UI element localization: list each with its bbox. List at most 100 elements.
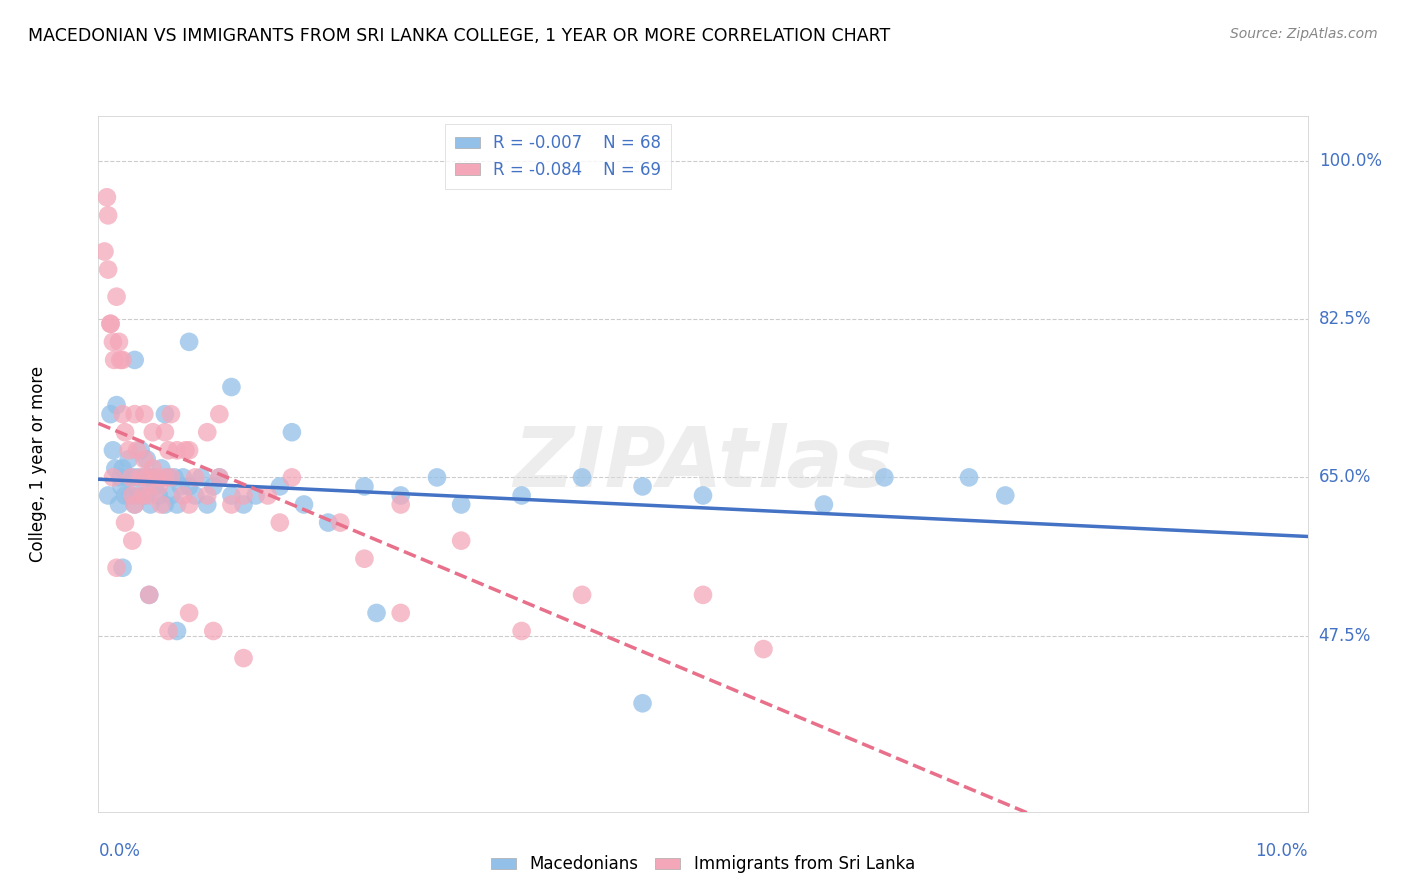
Point: [145, 470, 167, 484]
Point: [692, 488, 714, 502]
Point: [108, 334, 131, 349]
Text: 0.0%: 0.0%: [98, 842, 141, 860]
Point: [510, 488, 533, 502]
Point: [101, 470, 124, 484]
Point: [450, 533, 472, 548]
Point: [121, 533, 143, 548]
Point: [110, 479, 132, 493]
Point: [121, 470, 143, 484]
Point: [118, 443, 141, 458]
Point: [166, 624, 188, 638]
Point: [208, 470, 231, 484]
Point: [166, 443, 188, 458]
Point: [111, 461, 134, 475]
Point: [105, 398, 128, 412]
Point: [366, 606, 388, 620]
Point: [118, 452, 141, 467]
Point: [281, 470, 304, 484]
Point: [269, 516, 291, 530]
Point: [124, 407, 146, 421]
Point: [120, 470, 142, 484]
Point: [190, 470, 212, 484]
Point: [111, 560, 134, 574]
Text: 10.0%: 10.0%: [1256, 842, 1308, 860]
Point: [202, 479, 225, 493]
Point: [139, 498, 162, 512]
Point: [97, 262, 120, 277]
Point: [108, 353, 131, 368]
Point: [101, 443, 124, 458]
Point: [510, 624, 533, 638]
Point: [208, 407, 231, 421]
Point: [166, 498, 188, 512]
Point: [105, 290, 128, 304]
Point: [316, 516, 339, 530]
Point: [100, 317, 122, 331]
Point: [138, 588, 160, 602]
Point: [256, 488, 278, 502]
Point: [195, 425, 218, 440]
Point: [142, 425, 165, 440]
Text: 47.5%: 47.5%: [1319, 626, 1371, 645]
Point: [169, 479, 191, 493]
Point: [174, 443, 197, 458]
Point: [114, 516, 136, 530]
Point: [631, 479, 654, 493]
Point: [172, 470, 194, 484]
Legend: Macedonians, Immigrants from Sri Lanka: Macedonians, Immigrants from Sri Lanka: [485, 848, 921, 880]
Point: [184, 470, 207, 484]
Point: [994, 488, 1017, 502]
Point: [150, 498, 173, 512]
Point: [389, 498, 412, 512]
Text: ZIPAtlas: ZIPAtlas: [513, 424, 893, 504]
Point: [127, 443, 149, 458]
Point: [153, 407, 176, 421]
Point: [132, 470, 155, 484]
Point: [160, 407, 183, 421]
Point: [221, 488, 243, 502]
Point: [134, 488, 156, 502]
Point: [179, 479, 201, 493]
Point: [571, 470, 593, 484]
Point: [142, 470, 165, 484]
Point: [100, 407, 122, 421]
Point: [426, 470, 449, 484]
Point: [329, 516, 352, 530]
Point: [127, 488, 149, 502]
Point: [184, 488, 207, 502]
Point: [143, 479, 166, 493]
Point: [142, 461, 165, 475]
Point: [138, 588, 160, 602]
Point: [153, 425, 176, 440]
Point: [97, 208, 120, 222]
Point: [117, 470, 139, 484]
Point: [148, 488, 170, 502]
Point: [108, 498, 131, 512]
Point: [179, 498, 201, 512]
Point: [160, 470, 183, 484]
Text: MACEDONIAN VS IMMIGRANTS FROM SRI LANKA COLLEGE, 1 YEAR OR MORE CORRELATION CHAR: MACEDONIAN VS IMMIGRANTS FROM SRI LANKA …: [28, 27, 890, 45]
Point: [631, 696, 654, 710]
Point: [202, 624, 225, 638]
Point: [195, 498, 218, 512]
Point: [157, 624, 180, 638]
Point: [114, 425, 136, 440]
Point: [138, 470, 160, 484]
Point: [157, 470, 180, 484]
Point: [114, 488, 136, 502]
Point: [281, 425, 304, 440]
Point: [148, 479, 170, 493]
Point: [692, 588, 714, 602]
Point: [138, 488, 160, 502]
Point: [157, 443, 180, 458]
Point: [132, 488, 155, 502]
Point: [179, 443, 201, 458]
Point: [221, 498, 243, 512]
Text: 100.0%: 100.0%: [1319, 153, 1382, 170]
Point: [873, 470, 896, 484]
Point: [221, 380, 243, 394]
Point: [100, 317, 122, 331]
Point: [134, 452, 156, 467]
Point: [135, 470, 157, 484]
Point: [124, 498, 146, 512]
